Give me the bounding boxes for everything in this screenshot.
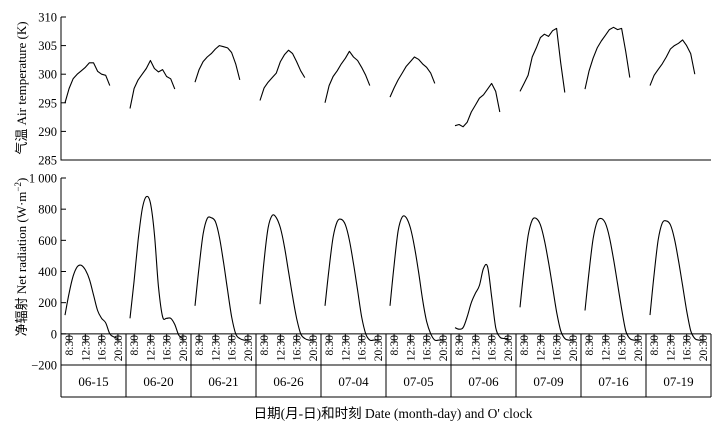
top-y-tick-label: 305 (38, 39, 57, 53)
hour-tick-label: 8:30 (454, 335, 466, 356)
net-radiation-axis-label-text: 净辐射 Net radiation (W·m (14, 192, 29, 337)
net-radiation-line-07-06 (454, 263, 508, 340)
hour-tick-label: 20:30 (243, 335, 255, 361)
bottom-y-tick-label: 600 (38, 234, 57, 248)
hour-tick-label: 20:30 (438, 335, 450, 361)
bottom-y-tick-label: 200 (38, 296, 57, 310)
net-radiation-line-06-26 (259, 214, 313, 341)
top-plot-axes (60, 17, 711, 161)
air-temperature-line-07-19 (649, 39, 696, 86)
air-temperature-line-07-06 (454, 82, 501, 128)
date-label: 07-09 (533, 374, 563, 389)
date-label: 06-20 (143, 374, 173, 389)
hour-tick-label: 12:30 (210, 335, 222, 361)
date-label: 06-21 (208, 374, 238, 389)
net-radiation-line-07-04 (324, 218, 378, 342)
date-label: 07-16 (598, 374, 629, 389)
hour-tick-label: 20:30 (178, 335, 190, 361)
hour-tick-label: 8:30 (584, 335, 596, 356)
air-temperature-line-07-05 (389, 56, 436, 98)
date-label: 07-05 (403, 374, 433, 389)
bottom-y-tick-label: 1 000 (29, 172, 57, 186)
air-temperature-line-06-21 (194, 45, 241, 83)
hour-tick-label: 20:30 (698, 335, 710, 361)
hour-tick-label: 8:30 (389, 335, 401, 356)
bottom-y-tick-label: 0 (51, 327, 57, 341)
hour-tick-label: 12:30 (275, 335, 287, 361)
hour-tick-label: 12:30 (665, 335, 677, 361)
net-radiation-axis-label-exponent: −2 (13, 182, 23, 192)
date-label: 06-26 (273, 374, 304, 389)
net-radiation-line-07-19 (649, 220, 703, 341)
top-y-tick-label: 310 (38, 11, 57, 25)
air-temperature-line-06-26 (259, 49, 306, 101)
axis-labels: 气温 Air temperature (K) 净辐射 Net radiation… (13, 21, 533, 421)
net-radiation-line-06-20 (129, 195, 184, 339)
hour-tick-label: 8:30 (259, 335, 271, 356)
hour-tick-label: 12:30 (470, 335, 482, 361)
top-y-tick-label: 285 (38, 154, 57, 168)
hour-tick-label: 20:30 (308, 335, 320, 361)
air-temperature-line-06-20 (129, 59, 176, 109)
net-radiation-line-06-21 (194, 216, 248, 341)
hour-tick-label: 20:30 (503, 335, 515, 361)
hour-tick-label: 8:30 (129, 335, 141, 356)
net-radiation-axis-label: 净辐射 Net radiation (W·m−2) (13, 178, 29, 337)
top-y-tick-label: 300 (38, 68, 57, 82)
hour-tick-label: 8:30 (64, 335, 76, 356)
date-label: 07-06 (468, 374, 499, 389)
air-temperature-line-07-04 (324, 50, 371, 103)
hour-tick-label: 16:30 (97, 335, 109, 361)
hour-tick-label: 20:30 (113, 335, 125, 361)
bottom-y-tick-label: −200 (31, 359, 57, 373)
hour-tick-label: 12:30 (340, 335, 352, 361)
hour-tick-label: 12:30 (80, 335, 92, 361)
net-radiation-line-07-16 (584, 217, 638, 341)
hour-tick-label: 20:30 (373, 335, 385, 361)
hour-tick-label: 16:30 (292, 335, 304, 361)
hour-tick-label: 8:30 (519, 335, 531, 356)
net-radiation-line-06-15 (64, 264, 119, 340)
bottom-y-tick-label: 800 (38, 203, 57, 217)
x-axis-label: 日期(月-日)和时刻 Date (month-day) and O' clock (254, 406, 533, 421)
hour-tick-label: 16:30 (357, 335, 369, 361)
air-temperature-line-06-15 (64, 62, 111, 103)
hour-tick-label: 20:30 (633, 335, 645, 361)
date-label: 07-04 (338, 374, 369, 389)
air-temperature-series (64, 26, 696, 128)
hour-tick-label: 16:30 (682, 335, 694, 361)
top-y-tick-label: 295 (38, 96, 57, 110)
date-label: 07-19 (663, 374, 693, 389)
axis-ticks: 285 290 295 300 305 310 −200 0 200 400 600 800 1 000… (29, 11, 710, 390)
hour-tick-label: 8:30 (649, 335, 661, 356)
net-radiation-line-07-05 (389, 215, 443, 342)
hour-tick-label: 16:30 (422, 335, 434, 361)
hour-tick-label: 12:30 (405, 335, 417, 361)
hour-tick-label: 16:30 (552, 335, 564, 361)
hour-tick-label: 8:30 (194, 335, 206, 356)
hour-tick-label: 16:30 (617, 335, 629, 361)
bottom-y-tick-label: 400 (38, 265, 57, 279)
net-radiation-series (64, 195, 703, 342)
top-y-tick-label: 290 (38, 125, 57, 139)
air-temperature-line-07-09 (519, 27, 566, 93)
air-temperature-axis-label: 气温 Air temperature (K) (14, 21, 29, 154)
net-radiation-axis-label-close: ) (14, 178, 29, 182)
hour-tick-label: 16:30 (162, 335, 174, 361)
date-label: 06-15 (78, 374, 108, 389)
hour-tick-label: 8:30 (324, 335, 336, 356)
net-radiation-line-07-09 (519, 217, 573, 341)
hour-tick-label: 12:30 (600, 335, 612, 361)
hour-tick-label: 16:30 (487, 335, 499, 361)
plot-frames (60, 17, 712, 398)
hour-tick-label: 12:30 (535, 335, 547, 361)
hour-tick-label: 16:30 (227, 335, 239, 361)
hour-tick-label: 20:30 (568, 335, 580, 361)
air-temperature-line-07-16 (584, 26, 631, 90)
hour-tick-label: 12:30 (145, 335, 157, 361)
